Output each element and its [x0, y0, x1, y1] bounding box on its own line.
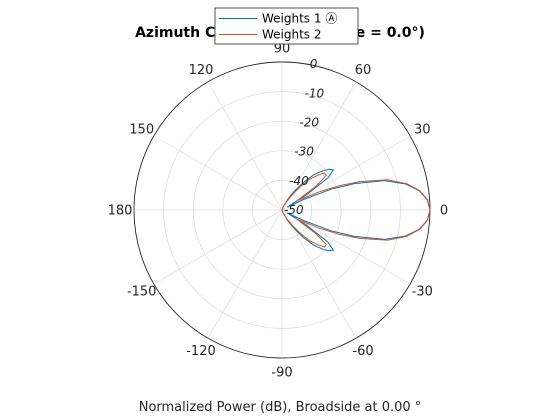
- theta-tick-label: -120: [186, 344, 216, 359]
- x-axis-label: Normalized Power (dB), Broadside at 0.00…: [139, 400, 422, 415]
- theta-tick-label: 60: [355, 63, 372, 78]
- legend-label-weights-2: Weights 2: [262, 28, 322, 42]
- r-tick-label: -10: [305, 86, 325, 100]
- theta-tick-label: -30: [412, 285, 433, 300]
- theta-tick-label: -150: [127, 285, 157, 300]
- grid-spoke: [153, 135, 283, 211]
- theta-tick-label: 30: [414, 123, 431, 138]
- grid-spoke: [207, 209, 283, 339]
- legend-box: [214, 7, 359, 45]
- theta-tick-label: 90: [274, 42, 291, 57]
- legend[interactable]: Weights 1 Ⓐ Weights 2: [214, 7, 359, 45]
- theta-tick-label: 180: [108, 204, 133, 219]
- theta-tick-label: 0: [440, 204, 448, 219]
- theta-tick-label: 150: [129, 123, 154, 138]
- r-tick-label: 0: [310, 57, 318, 71]
- grid-spoke: [281, 81, 357, 211]
- theta-tick-label: 120: [189, 63, 214, 78]
- r-tick-label: -50: [284, 203, 304, 217]
- legend-label-weights-1: Weights 1 Ⓐ: [262, 12, 337, 26]
- r-tick-label: -40: [289, 174, 309, 188]
- grid-spoke: [281, 209, 357, 339]
- r-tick-labels: 0 -10 -20 -30 -40 -50: [284, 57, 325, 217]
- series-layer: [281, 168, 431, 252]
- r-tick-label: -30: [294, 145, 314, 159]
- theta-tick-labels: 0 30 60 90 120 150 180 -150 -120 -90 -60 -30: [108, 42, 449, 381]
- grid-spoke: [281, 135, 411, 211]
- r-tick-label: -20: [299, 116, 319, 130]
- grid-spoke: [153, 209, 283, 285]
- polar-grid: [133, 61, 431, 359]
- series-line-2: [281, 172, 431, 248]
- grid-spoke: [281, 209, 411, 285]
- theta-tick-label: -60: [352, 344, 373, 359]
- grid-spoke: [207, 81, 283, 211]
- theta-tick-label: -90: [271, 366, 292, 381]
